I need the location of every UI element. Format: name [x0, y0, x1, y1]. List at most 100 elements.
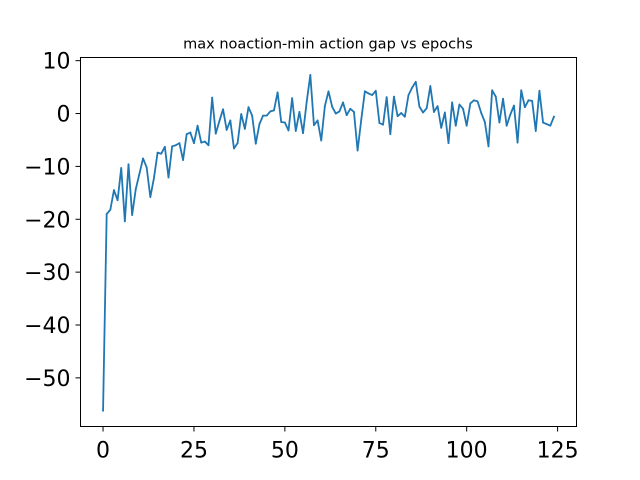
data-point [542, 121, 544, 124]
y-axis-ticks: 10 0 −10 −20 −30 −40 −50 [24, 50, 81, 392]
data-point [418, 105, 421, 108]
data-point [538, 89, 541, 92]
data-point [356, 149, 359, 152]
y-tick-label: 10 [43, 50, 71, 75]
data-point [302, 132, 304, 135]
data-point [483, 121, 486, 123]
data-point [153, 177, 155, 179]
data-point [385, 96, 388, 99]
data-point [396, 115, 399, 118]
data-point [374, 89, 377, 92]
data-point [174, 144, 177, 147]
data-point [454, 124, 457, 127]
data-point [433, 111, 435, 113]
data-point [243, 127, 246, 130]
x-axis-ticks: 0 25 50 75 100 125 [96, 426, 579, 464]
data-point [142, 157, 144, 160]
data-point [120, 167, 123, 169]
data-point [200, 141, 203, 144]
data-point [451, 101, 454, 104]
x-tick-label: 75 [362, 439, 390, 464]
data-point [516, 141, 519, 144]
y-tick-label: −50 [24, 367, 70, 392]
data-point [134, 188, 137, 191]
data-points [102, 74, 555, 412]
data-point [440, 126, 443, 129]
data-point [251, 114, 254, 117]
data-point [367, 92, 370, 95]
data-point [422, 111, 424, 114]
data-point [178, 142, 181, 145]
data-point [240, 113, 243, 115]
series-line [102, 74, 556, 412]
data-point [327, 90, 330, 93]
data-point [436, 105, 439, 108]
data-point [487, 145, 490, 148]
y-tick-label: −40 [24, 314, 70, 339]
data-point [465, 124, 468, 127]
y-tick-label: −30 [24, 261, 70, 286]
data-point [411, 86, 414, 89]
data-point [545, 123, 548, 126]
data-point [476, 100, 479, 103]
data-point [138, 172, 141, 175]
data-point [163, 145, 166, 148]
data-point [494, 95, 497, 98]
data-point [491, 89, 494, 92]
data-point [123, 220, 126, 223]
data-point [182, 159, 184, 161]
data-point [207, 144, 210, 147]
data-point [131, 214, 134, 216]
y-tick-label: −20 [24, 208, 70, 233]
data-point [229, 119, 232, 122]
data-point [342, 101, 344, 104]
data-point [149, 196, 152, 198]
x-tick-label: 125 [537, 439, 579, 464]
data-point [414, 80, 417, 83]
plot-frame [80, 57, 577, 427]
data-point [273, 109, 275, 112]
data-point [403, 115, 406, 118]
data-point [425, 107, 428, 110]
data-point [225, 129, 228, 131]
data-point [473, 99, 475, 102]
data-point [236, 142, 239, 145]
data-point [458, 103, 461, 106]
y-tick-label: −10 [24, 155, 70, 180]
data-point [429, 85, 432, 87]
data-point [193, 142, 195, 145]
data-point [160, 152, 163, 155]
data-point [382, 123, 384, 126]
data-point [196, 124, 199, 127]
data-point [247, 106, 250, 109]
data-point [553, 115, 555, 118]
data-point [531, 99, 534, 102]
data-point [502, 97, 504, 100]
data-point [389, 133, 392, 136]
data-point [189, 131, 192, 134]
data-point [360, 118, 363, 121]
data-point [505, 124, 508, 127]
data-point [407, 94, 410, 96]
x-tick-label: 0 [96, 439, 110, 464]
data-point [233, 147, 235, 150]
data-point [462, 107, 464, 110]
chart-title: max noaction-min action gap vs epochs [183, 37, 473, 53]
data-point [156, 151, 159, 154]
data-point [509, 113, 512, 116]
data-point [345, 114, 348, 117]
data-point [393, 95, 395, 98]
data-point [447, 142, 450, 145]
data-point [276, 91, 279, 94]
data-point [316, 119, 319, 122]
data-point [105, 213, 108, 215]
x-tick-label: 100 [446, 439, 488, 464]
data-point [258, 123, 261, 126]
y-tick-label: 0 [57, 103, 71, 128]
data-point [287, 129, 290, 132]
data-point [214, 132, 217, 135]
data-point [127, 163, 130, 166]
data-point [498, 121, 501, 124]
data-point [480, 112, 483, 114]
